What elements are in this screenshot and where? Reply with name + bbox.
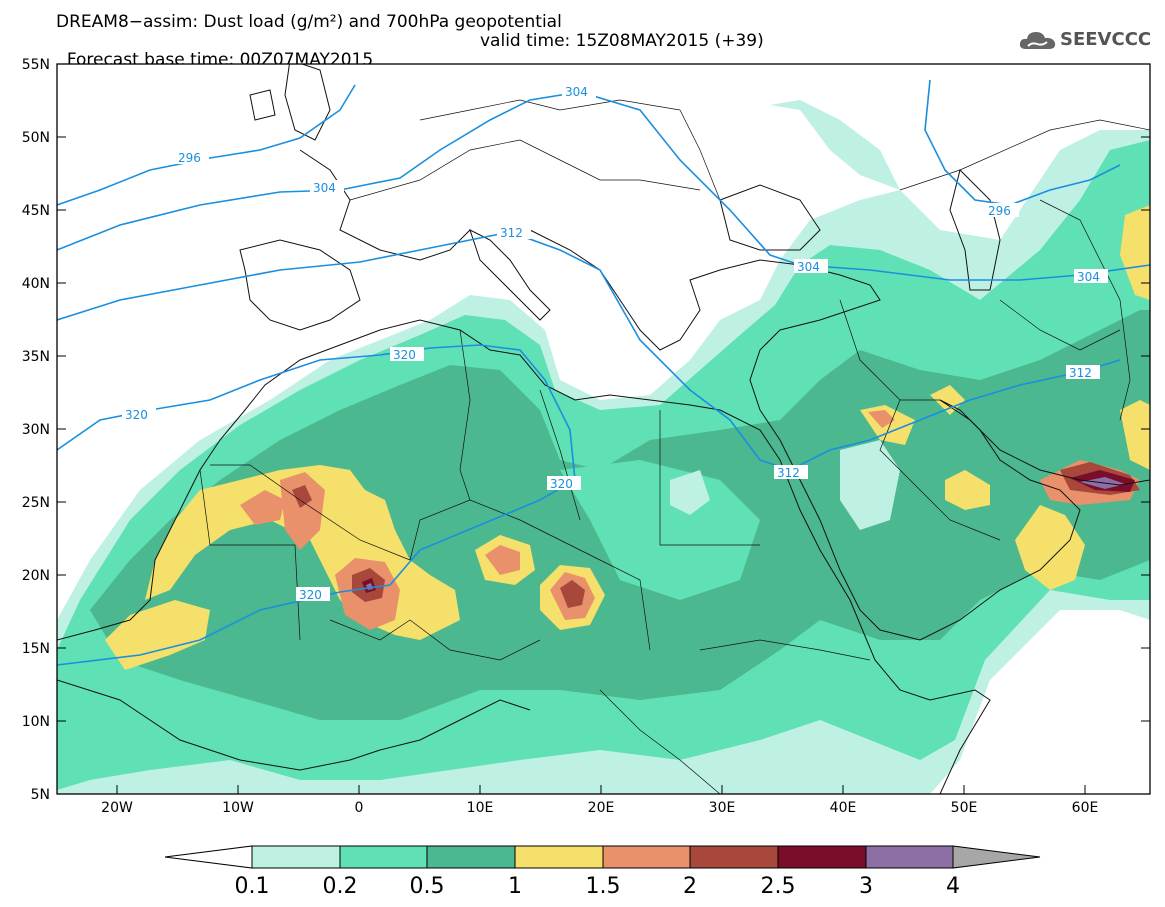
dust-patch-yellow-oman	[1015, 505, 1085, 590]
dust-patch-orange-west	[240, 490, 285, 525]
contour-296-west	[57, 84, 356, 206]
contour-label: 296	[988, 204, 1011, 218]
lat-label: 15N	[22, 641, 50, 657]
lon-labels: 20W 10W 0 10E 20E 30E 40E 50E 60E	[101, 800, 1098, 816]
lat-label: 25N	[22, 495, 50, 511]
valid-time-text: valid time: 15Z08MAY2015 (+39)	[480, 31, 764, 51]
contour-label: 304	[313, 181, 336, 195]
lon-label: 20E	[588, 800, 615, 816]
contour-312-west	[57, 231, 1121, 471]
lon-label: 20W	[101, 800, 133, 816]
contour-label: 304	[797, 260, 820, 274]
contour-label: 320	[125, 408, 148, 422]
dust-patch-yellow-pak	[1120, 400, 1150, 470]
colorbar-label: 3	[859, 874, 873, 899]
seevccc-logo: SEEVCCC	[1018, 27, 1152, 53]
dust-patch-orange-chad	[485, 545, 520, 575]
dust-core-sudan	[560, 580, 585, 608]
lon-label: 40E	[830, 800, 857, 816]
contour-label: 312	[500, 226, 523, 240]
colorbar-label: 1	[508, 874, 522, 899]
dust-patch-orange-mali-n	[280, 472, 325, 550]
colorbar-label: 0.1	[235, 874, 270, 899]
lat-label: 10N	[22, 714, 50, 730]
contour-label: 296	[178, 151, 201, 165]
contour-label: 312	[777, 466, 800, 480]
lat-label: 30N	[22, 422, 50, 438]
cloud-icon	[1019, 32, 1056, 49]
colorbar-label: 2	[683, 874, 697, 899]
contour-296-east	[924, 79, 1121, 206]
contour-label: 304	[1077, 270, 1100, 284]
dust-core-west	[292, 485, 312, 508]
colorbar-label: 0.2	[323, 874, 358, 899]
colorbar-labels: 0.1 0.2 0.5 1 1.5 2 2.5 3 4	[235, 874, 961, 899]
colorbar-swatch	[251, 845, 341, 869]
colorbar-swatch	[514, 845, 604, 869]
contour-labels: 296 304 304 312 320 320 320 320 312 312 …	[122, 84, 1108, 602]
dust-patch-orange-iraq	[868, 410, 895, 428]
dust-band-light-north	[770, 100, 900, 190]
contour-label: 312	[1069, 366, 1092, 380]
colorbar-high-arrow	[952, 845, 1041, 869]
colorbar-label: 4	[946, 874, 960, 899]
lon-label: 50E	[951, 800, 978, 816]
lon-label: 10E	[467, 800, 494, 816]
lat-label: 50N	[22, 130, 50, 146]
contour-label: 320	[393, 348, 416, 362]
contour-304-west	[57, 91, 1150, 281]
contour-label: 304	[565, 85, 588, 99]
colorbar-label: 1.5	[586, 874, 621, 899]
dust-gap-arabia	[840, 440, 900, 530]
contour-label: 320	[550, 477, 573, 491]
dust-gap-libya	[670, 470, 710, 515]
dust-patch-yellow-kuwait	[930, 385, 965, 415]
coastlines	[57, 64, 1150, 794]
colorbar-swatch	[426, 845, 516, 869]
colorbar-label: 2.5	[761, 874, 796, 899]
colorbar	[164, 845, 1041, 869]
colorbar-swatch	[339, 845, 428, 869]
lat-label: 35N	[22, 349, 50, 365]
lon-label: 0	[355, 800, 364, 816]
lon-label: 30E	[709, 800, 736, 816]
dust-patch-yellow-west	[105, 600, 210, 670]
lat-labels: 55N 50N 45N 40N 35N 30N 25N 20N 15N 10N …	[22, 57, 50, 803]
country-borders	[199, 99, 1150, 794]
map-title: DREAM8−assim: Dust load (g/m²) and 700hP…	[56, 12, 562, 32]
colorbar-low-arrow	[164, 845, 253, 869]
lon-axis	[116, 785, 1086, 794]
colorbar-label: 0.5	[410, 874, 445, 899]
lat-label: 40N	[22, 276, 50, 292]
colorbar-swatch	[777, 845, 867, 869]
dust-patch-yellow-gulf	[945, 470, 990, 510]
lat-label: 45N	[22, 203, 50, 219]
lat-label: 5N	[31, 787, 50, 803]
lat-label: 20N	[22, 568, 50, 584]
lat-axis	[57, 63, 1150, 795]
logo-text: SEEVCCC	[1060, 29, 1152, 50]
colorbar-swatch	[602, 845, 691, 869]
colorbar-swatch	[689, 845, 779, 869]
dust-patch-yellow-iran	[1120, 205, 1150, 300]
lat-label: 55N	[22, 57, 50, 73]
colorbar-swatch	[865, 845, 954, 869]
contour-label: 320	[299, 588, 322, 602]
lon-label: 10W	[222, 800, 254, 816]
lon-label: 60E	[1072, 800, 1099, 816]
